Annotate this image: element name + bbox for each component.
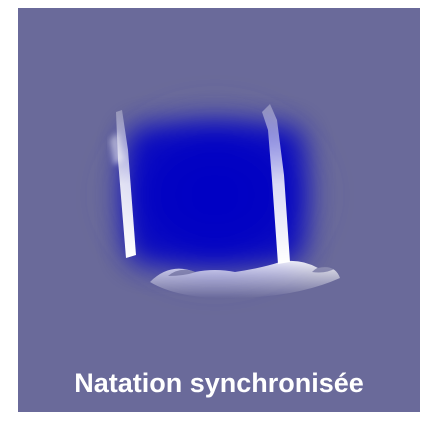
sport-tile[interactable]: Natation synchronisée <box>0 0 436 431</box>
tile-label: Natation synchronisée <box>74 368 364 398</box>
